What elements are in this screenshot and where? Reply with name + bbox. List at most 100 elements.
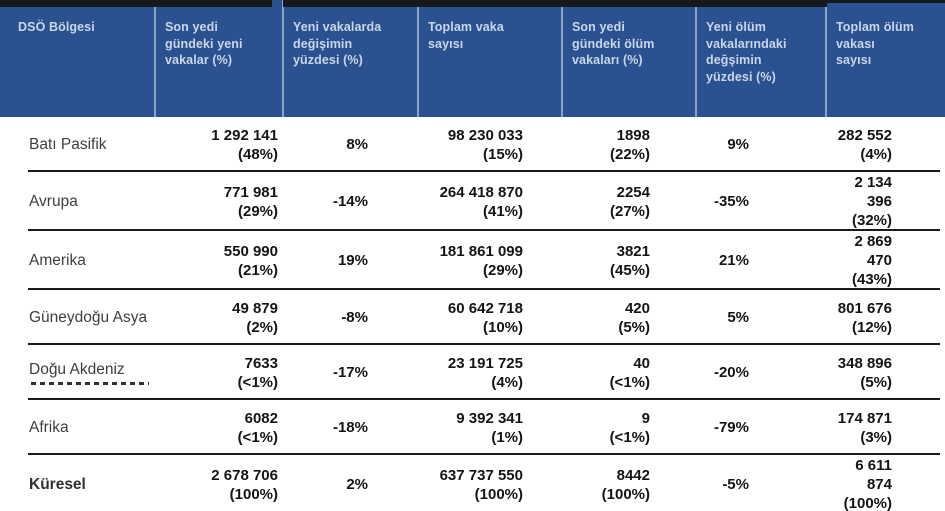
value-percent: (10%) [482,318,523,336]
value-percent: (<1%) [609,428,650,446]
table-body: Batı Pasifik 1 292 141 (48%) 8% 98 230 0… [0,117,945,511]
value-primary: 174 871 [837,409,892,427]
death-change-cell: 9% [696,117,826,172]
table-header-row: DSÖ Bölgesi Son yedi gündeki yeni vakala… [0,0,945,117]
column-header-total-cases: Toplam vaka sayısı [417,0,562,117]
total-cases-cell: 637 737 550 (100%) [418,455,562,511]
redaction-dashes [31,381,149,385]
total-deaths-cell: 6 611 874 (100%) [826,455,945,511]
value-primary: -8% [341,309,368,326]
value-primary: 8442 [616,466,650,484]
table-row: Avrupa 771 981 (29%) -14% 264 418 870 (4… [0,172,945,231]
value-primary: 2% [346,476,368,493]
region-label: Afrika [29,418,69,436]
value-primary: 771 981 [223,183,278,201]
value-primary: 2 134 396 [854,174,892,210]
death-change-cell: 21% [696,231,826,290]
cropped-content-bar [283,0,827,7]
new-deaths-cell: 3821 (45%) [562,231,696,290]
region-label: Batı Pasifik [29,135,107,153]
region-cell: Doğu Akdeniz [0,345,155,400]
value-primary: 98 230 033 [447,126,523,144]
value-primary: 637 737 550 [439,466,523,484]
column-header-new-cases: Son yedi gündeki yeni vakalar (%) [154,0,283,117]
new-deaths-cell: 40 (<1%) [562,345,696,400]
region-label: Avrupa [29,192,78,210]
value-primary: -14% [332,193,368,210]
new-cases-cell: 2 678 706 (100%) [155,455,283,511]
case-change-cell: -14% [283,172,418,231]
value-primary: -35% [713,193,749,210]
death-change-cell: -5% [696,455,826,511]
new-cases-cell: 49 879 (2%) [155,290,283,345]
case-change-cell: -17% [283,345,418,400]
cropped-content-bar [827,0,945,3]
value-primary: 550 990 [223,242,278,260]
case-change-cell: -18% [283,400,418,455]
total-cases-cell: 264 418 870 (41%) [418,172,562,231]
table-row: Afrika 6082 (<1%) -18% 9 392 341 (1%) 9 … [0,400,945,455]
value-percent: (29%) [237,202,278,220]
case-change-cell: 8% [283,117,418,172]
column-header-new-deaths: Son yedi gündeki ölüm vakaları (%) [561,0,696,117]
total-deaths-cell: 801 676 (12%) [826,290,945,345]
new-cases-cell: 771 981 (29%) [155,172,283,231]
value-percent: (<1%) [237,428,278,446]
total-deaths-cell: 2 134 396 (32%) [826,172,945,231]
case-change-cell: 19% [283,231,418,290]
value-percent: (45%) [609,261,650,279]
new-cases-cell: 7633 (<1%) [155,345,283,400]
value-percent: (2%) [246,318,278,336]
value-primary: -20% [713,364,749,381]
value-percent: (32%) [851,212,892,229]
value-primary: 5% [727,309,749,326]
region-label: Doğu Akdeniz [29,360,125,378]
total-cases-cell: 60 642 718 (10%) [418,290,562,345]
value-primary: 8% [346,136,368,153]
value-percent: (1%) [491,428,523,446]
table-row: Güneydoğu Asya 49 879 (2%) -8% 60 642 71… [0,290,945,345]
region-label: Küresel [29,475,86,493]
region-label: Amerika [29,251,86,269]
value-percent: (<1%) [609,373,650,391]
value-percent: (<1%) [237,373,278,391]
value-percent: (5%) [860,373,892,391]
death-change-cell: -79% [696,400,826,455]
value-primary: 1 292 141 [211,126,278,144]
value-primary: 181 861 099 [439,242,523,260]
value-primary: -79% [713,419,749,436]
value-percent: (48%) [237,145,278,163]
value-percent: (15%) [482,145,523,163]
value-primary: -18% [332,419,368,436]
new-deaths-cell: 2254 (27%) [562,172,696,231]
value-percent: (3%) [860,428,892,446]
death-change-cell: 5% [696,290,826,345]
value-primary: 1898 [616,126,650,144]
column-header-region: DSÖ Bölgesi [0,0,155,117]
new-cases-cell: 1 292 141 (48%) [155,117,283,172]
new-deaths-cell: 9 (<1%) [562,400,696,455]
value-percent: (100%) [601,485,650,503]
total-cases-cell: 23 191 725 (4%) [418,345,562,400]
value-primary: 2254 [616,183,650,201]
value-primary: 2 869 470 [854,233,892,269]
value-primary: 3821 [616,242,650,260]
total-deaths-cell: 174 871 (3%) [826,400,945,455]
value-percent: (41%) [482,202,523,220]
value-primary: 7633 [244,354,278,372]
new-cases-cell: 6082 (<1%) [155,400,283,455]
column-header-total-deaths: Toplam ölüm vakası sayısı [825,0,945,117]
value-percent: (12%) [851,318,892,336]
value-primary: 23 191 725 [447,354,523,372]
value-primary: 9 [641,409,650,427]
table-row: Doğu Akdeniz 7633 (<1%) -17% 23 191 725 … [0,345,945,400]
value-primary: 6082 [244,409,278,427]
region-cell: Güneydoğu Asya [0,290,155,345]
value-percent: (29%) [482,261,523,279]
value-primary: 6 611 874 [855,457,892,493]
value-primary: 40 [633,354,650,372]
value-primary: 9% [727,136,749,153]
death-change-cell: -35% [696,172,826,231]
